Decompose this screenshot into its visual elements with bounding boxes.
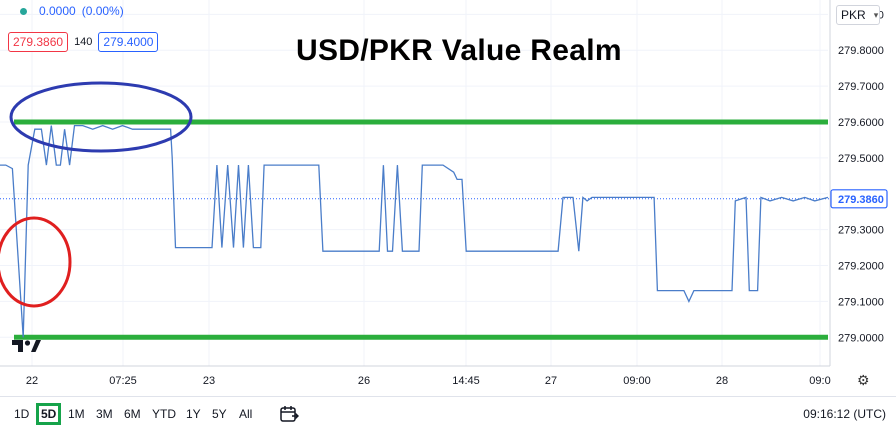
timeframe-ytd[interactable]: YTD <box>152 407 176 421</box>
resistance-highlight-oval <box>9 81 193 153</box>
header-change: 0.0000 (0.00%) <box>8 4 124 18</box>
market-status-dot <box>20 7 27 15</box>
clock-utc[interactable]: 09:16:12 (UTC) <box>803 407 886 421</box>
timeframe-6m[interactable]: 6M <box>124 407 141 421</box>
y-tick-label: 279.1000 <box>838 296 884 308</box>
level-lines <box>0 119 830 340</box>
y-tick-label: 279.6000 <box>838 117 884 129</box>
x-tick-label: 23 <box>203 375 215 387</box>
spread-value: 140 <box>74 36 93 48</box>
bid-price[interactable]: 279.3860 <box>8 32 69 52</box>
gear-icon[interactable]: ⚙ <box>857 372 870 388</box>
currency-label: PKR <box>841 8 866 22</box>
x-tick-label: 14:45 <box>452 375 480 387</box>
support-highlight-oval <box>0 216 72 308</box>
series-layer <box>0 124 829 338</box>
chevron-down-icon: ▾ <box>873 9 879 20</box>
last-price-tag-bg <box>831 189 887 208</box>
bottom-toolbar: 1D 5D 1M 3M 6M YTD 1Y 5Y All 09:16:12 (U… <box>0 396 896 433</box>
last-price-tag <box>830 189 888 209</box>
timeframe-1d[interactable]: 1D <box>14 407 30 421</box>
change-percent: (0.00%) <box>81 4 124 18</box>
x-tick-label: 09:0 <box>809 375 830 387</box>
chart-title: USD/PKR Value Realm <box>296 34 622 67</box>
price-axis[interactable]: 279.0000279.1000279.2000279.3000279.4000… <box>829 0 888 366</box>
x-tick-label: 28 <box>716 375 728 387</box>
timeframe-5d[interactable]: 5D <box>36 403 62 425</box>
y-tick-label: 279.3000 <box>838 225 884 237</box>
x-tick-label: 26 <box>358 375 370 387</box>
x-tick-label: 27 <box>545 375 557 387</box>
y-tick-label: 279.2000 <box>838 261 884 273</box>
x-tick-label: 09:00 <box>623 375 651 387</box>
y-tick-label: 279.5000 <box>838 153 884 165</box>
timeframe-1y[interactable]: 1Y <box>186 407 201 421</box>
calendar-icon[interactable] <box>279 404 299 429</box>
grid <box>0 0 828 366</box>
y-tick-label: 279.7000 <box>838 81 884 93</box>
y-tick-label: 279.8000 <box>838 45 884 57</box>
quote-boxes: 279.3860 140 279.4000 <box>8 32 159 52</box>
time-axis[interactable]: 22 07:25 23 26 14:45 27 09:00 28 09:0 <box>0 365 831 387</box>
ask-price[interactable]: 279.4000 <box>98 32 159 52</box>
currency-select[interactable]: PKR ▾ <box>836 5 880 25</box>
timeframe-all[interactable]: All <box>239 407 253 421</box>
last-price-label: 279.3860 <box>838 194 884 206</box>
annotations <box>0 81 193 308</box>
timeframe-1m[interactable]: 1M <box>68 407 85 421</box>
change-value: 0.0000 <box>39 4 76 18</box>
series-line[interactable] <box>0 124 829 338</box>
timeframe-5y[interactable]: 5Y <box>212 407 227 421</box>
x-tick-label: 07:25 <box>109 375 137 387</box>
timeframe-3m[interactable]: 3M <box>96 407 113 421</box>
tradingview-logo-icon[interactable] <box>12 338 42 359</box>
y-tick-label: 279.0000 <box>838 332 884 344</box>
x-tick-label: 22 <box>26 375 38 387</box>
